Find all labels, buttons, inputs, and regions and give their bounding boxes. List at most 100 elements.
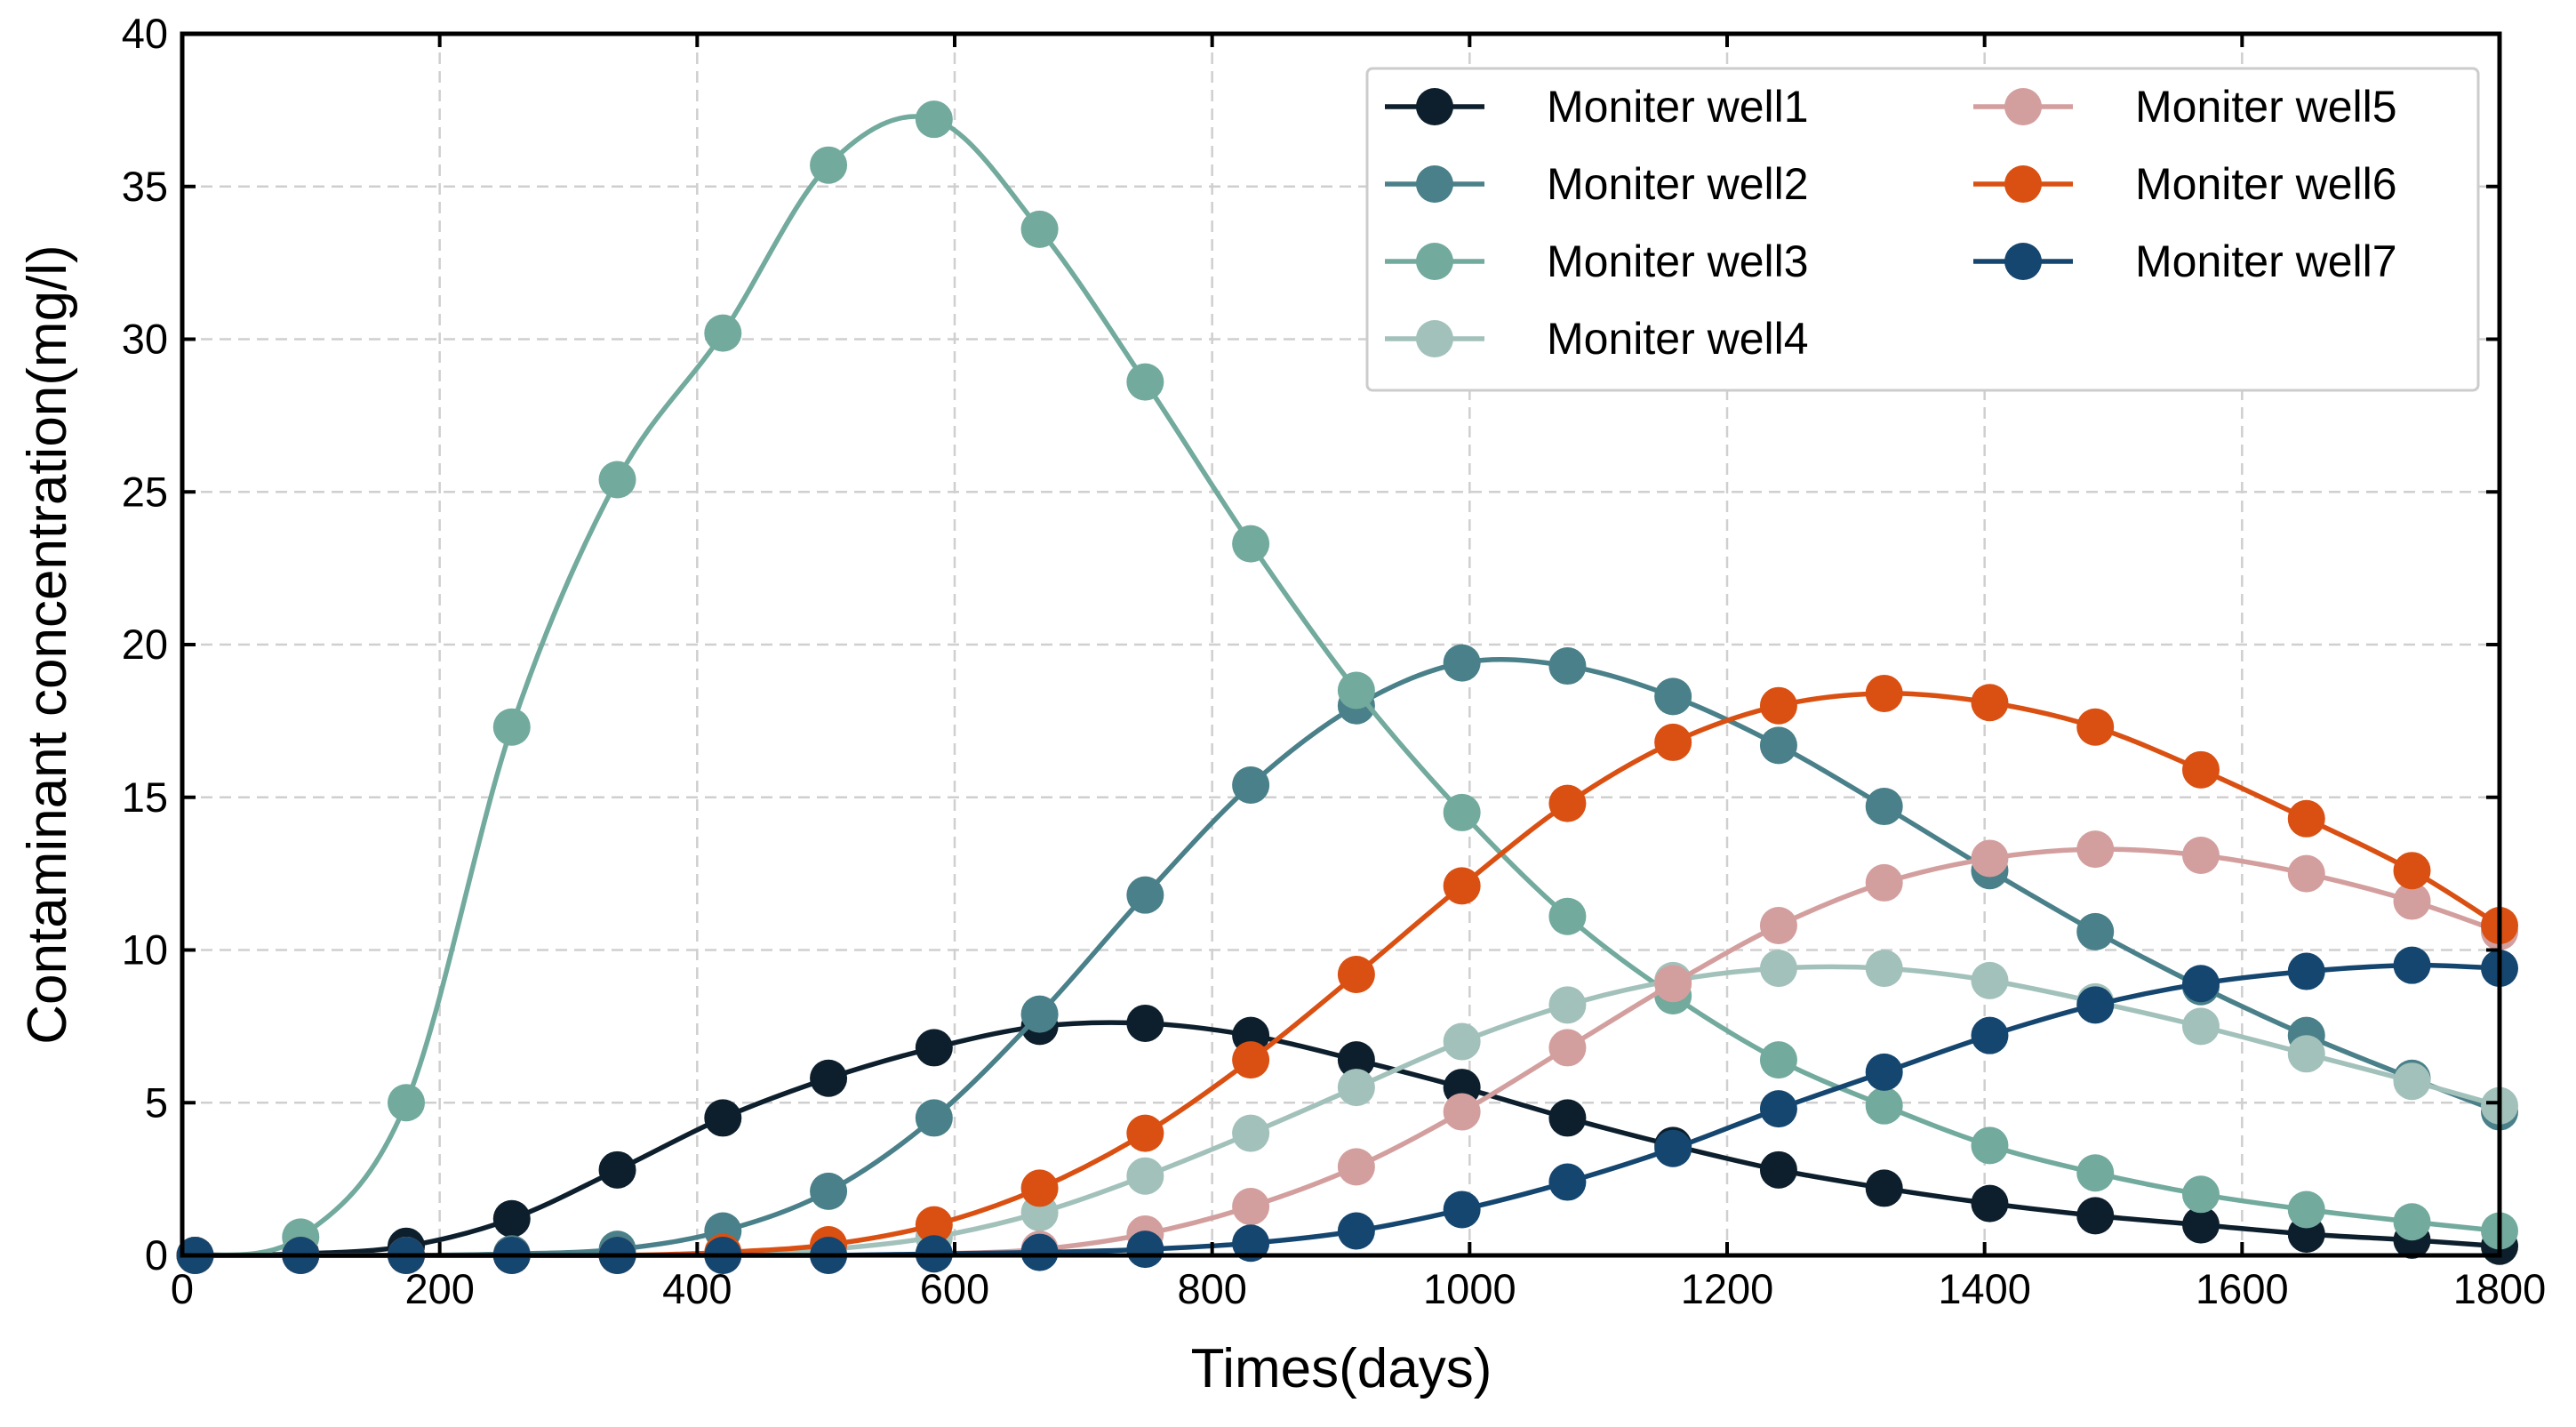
y-tick-label: 40 — [122, 10, 168, 57]
data-point — [1971, 1126, 2009, 1165]
data-point — [1337, 955, 1375, 993]
data-point — [810, 1059, 848, 1097]
x-tick-label: 1000 — [1423, 1265, 1516, 1312]
y-tick-label: 5 — [145, 1078, 168, 1126]
legend-entry: Moniter well5 — [1973, 82, 2397, 132]
data-point — [2287, 952, 2325, 990]
data-point — [2076, 1154, 2115, 1192]
data-point — [1020, 210, 1059, 248]
data-point — [598, 1150, 636, 1189]
y-tick-label: 30 — [122, 316, 168, 363]
x-tick-label: 1400 — [1938, 1265, 2031, 1312]
data-point — [1971, 1016, 2009, 1054]
data-point — [1443, 1191, 1481, 1229]
legend-label: Moniter well7 — [2135, 236, 2397, 286]
legend-marker — [2004, 243, 2042, 280]
axis-ticks: 0 200 400 600 800 1000 1200 1400 1600 1800 0 5 10 15 2… — [122, 10, 2547, 1312]
data-point — [1865, 950, 1903, 988]
data-point — [2181, 1007, 2220, 1046]
x-tick-label: 800 — [1177, 1265, 1246, 1312]
data-point — [388, 1084, 426, 1122]
legend-entry: Moniter well2 — [1385, 159, 1809, 209]
series-group — [176, 100, 2518, 1274]
data-point — [2181, 837, 2220, 875]
data-point — [1759, 907, 1797, 945]
data-point — [915, 1029, 953, 1067]
data-point — [1865, 1086, 1903, 1125]
data-point — [492, 1199, 531, 1238]
data-point — [2287, 854, 2325, 893]
data-point — [915, 1206, 953, 1244]
legend: Moniter well1 Moniter well2 Moniter well3 M… — [1365, 67, 2480, 392]
legend-marker — [1416, 165, 1453, 203]
legend-label: Moniter well2 — [1547, 159, 1809, 209]
series-3 — [176, 100, 2518, 1274]
data-point — [1865, 863, 1903, 902]
data-point — [1654, 677, 1692, 716]
data-point — [492, 708, 531, 746]
data-point — [1548, 647, 1587, 685]
data-point — [1232, 766, 1270, 805]
data-point — [2076, 830, 2115, 869]
legend-label: Moniter well6 — [2135, 159, 2397, 209]
data-point — [2076, 986, 2115, 1024]
data-point — [1759, 950, 1797, 988]
x-tick-label: 1200 — [1681, 1265, 1774, 1312]
data-point — [1232, 1188, 1270, 1226]
data-point — [1337, 671, 1375, 709]
data-point — [1232, 1224, 1270, 1263]
data-point — [2076, 708, 2115, 746]
data-point — [1443, 793, 1481, 831]
data-point — [1654, 965, 1692, 1003]
data-point — [1337, 1069, 1375, 1107]
y-tick-label: 35 — [122, 163, 168, 210]
data-point — [1126, 1157, 1164, 1195]
data-point — [1654, 1129, 1692, 1167]
legend-marker — [1416, 320, 1453, 357]
data-point — [915, 100, 953, 139]
data-point — [1126, 363, 1164, 401]
data-point — [2181, 1175, 2220, 1214]
x-tick-label: 0 — [171, 1265, 194, 1312]
data-point — [2181, 965, 2220, 1003]
data-point — [1443, 867, 1481, 905]
legend-label: Moniter well3 — [1547, 236, 1809, 286]
data-point — [1443, 1093, 1481, 1131]
data-point — [1232, 1114, 1270, 1152]
data-point — [704, 1099, 742, 1137]
data-point — [2076, 912, 2115, 950]
data-point — [1654, 723, 1692, 761]
data-point — [1337, 1041, 1375, 1079]
data-point — [1865, 788, 1903, 826]
data-point — [2181, 750, 2220, 789]
legend-label: Moniter well4 — [1547, 314, 1809, 364]
x-tick-label: 1600 — [2196, 1265, 2289, 1312]
data-point — [1548, 1163, 1587, 1201]
legend-entry: Moniter well4 — [1385, 314, 1809, 364]
x-tick-label: 200 — [404, 1265, 474, 1312]
data-point — [2393, 852, 2431, 890]
data-point — [1865, 674, 1903, 712]
data-point — [1548, 986, 1587, 1024]
data-point — [2287, 1035, 2325, 1073]
legend-entry: Moniter well1 — [1385, 82, 1809, 132]
y-tick-label: 20 — [122, 621, 168, 668]
series-line — [195, 962, 2500, 1258]
data-point — [1759, 1090, 1797, 1128]
x-tick-label: 600 — [920, 1265, 989, 1312]
data-point — [1126, 1231, 1164, 1269]
data-point — [1126, 1114, 1164, 1152]
data-point — [1759, 1150, 1797, 1189]
series-6 — [176, 674, 2518, 1274]
legend-entry: Moniter well6 — [1973, 159, 2397, 209]
data-point — [1548, 1029, 1587, 1067]
data-point — [1971, 961, 2009, 999]
data-point — [2393, 882, 2431, 920]
data-point — [2287, 1191, 2325, 1229]
series-line — [195, 964, 2500, 1258]
data-point — [1971, 684, 2009, 722]
legend-label: Moniter well1 — [1547, 82, 1809, 132]
y-tick-label: 0 — [145, 1231, 168, 1279]
data-point — [2393, 1062, 2431, 1101]
